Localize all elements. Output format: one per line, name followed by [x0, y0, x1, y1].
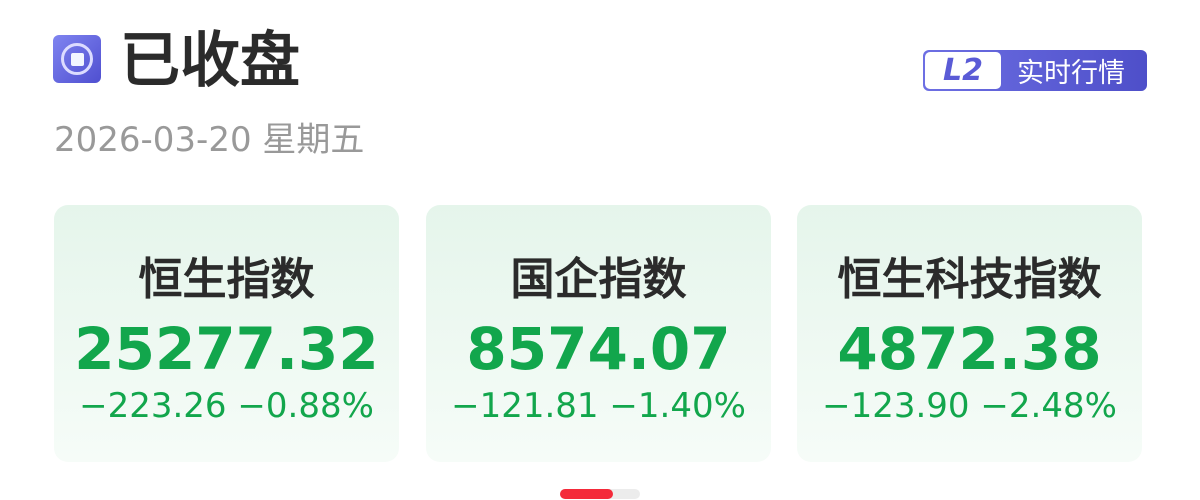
- index-value: 8574.07: [466, 315, 731, 383]
- index-name: 恒生科技指数: [837, 254, 1102, 305]
- index-value: 4872.38: [837, 315, 1102, 383]
- index-card-hstech[interactable]: 恒生科技指数 4872.38 −123.90 −2.48%: [797, 205, 1142, 462]
- index-change-pct: −0.88%: [237, 386, 374, 426]
- index-change: −223.26: [79, 386, 227, 426]
- index-card-hsi[interactable]: 恒生指数 25277.32 −223.26 −0.88%: [54, 205, 399, 462]
- badge-label: 实时行情: [1017, 58, 1125, 89]
- index-change-pct: −1.40%: [609, 386, 746, 426]
- index-card-hscei[interactable]: 国企指数 8574.07 −121.81 −1.40%: [426, 205, 771, 462]
- trading-date: 2026-03-20 星期五: [54, 120, 365, 160]
- stop-circle-icon: [53, 35, 101, 83]
- page-title: 已收盘: [120, 26, 300, 96]
- index-change-pct: −2.48%: [980, 386, 1117, 426]
- page-indicator-active: [560, 489, 613, 499]
- index-value: 25277.32: [74, 315, 379, 383]
- index-name: 恒生指数: [138, 254, 315, 305]
- index-change: −123.90: [822, 386, 970, 426]
- page-indicator[interactable]: [560, 489, 640, 499]
- l2-logo: L2: [925, 52, 1001, 89]
- index-name: 国企指数: [510, 254, 687, 305]
- index-change: −121.81: [451, 386, 599, 426]
- l2-realtime-badge[interactable]: L2 实时行情: [923, 50, 1147, 91]
